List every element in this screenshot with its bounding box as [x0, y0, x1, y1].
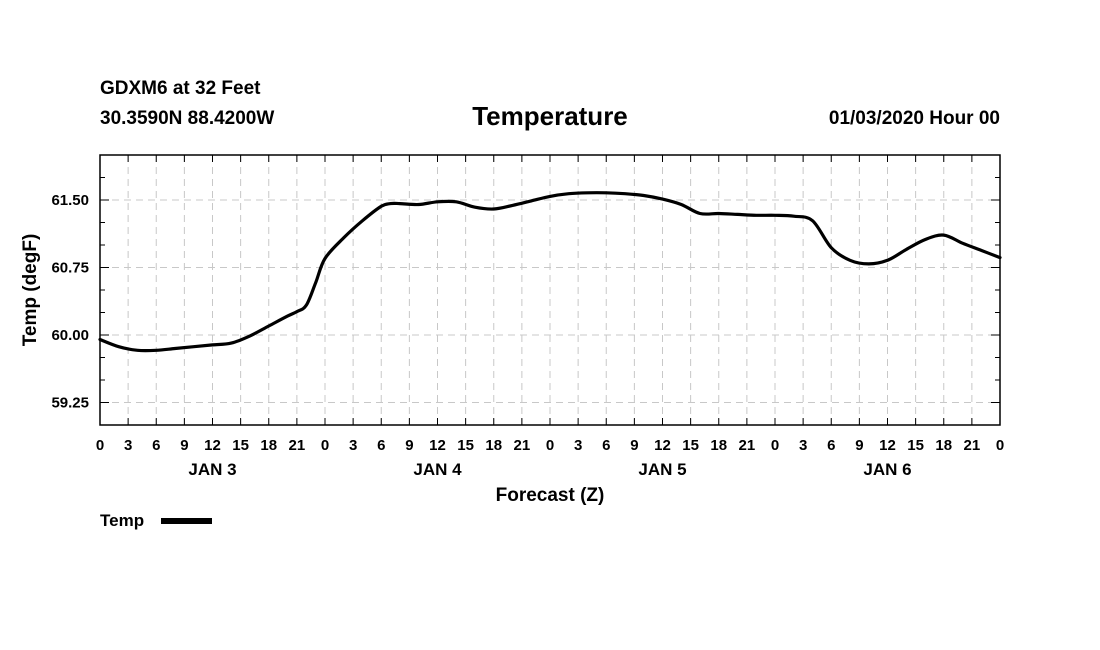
x-tick-label: 9 — [180, 437, 188, 454]
x-tick-label: 15 — [232, 437, 249, 454]
y-tick-label: 60.00 — [51, 327, 89, 344]
x-tick-label: 9 — [630, 437, 638, 454]
x-tick-label: 6 — [602, 437, 610, 454]
x-tick-label: 12 — [204, 437, 221, 454]
x-tick-label: 6 — [827, 437, 835, 454]
day-label: JAN 3 — [188, 460, 236, 479]
x-tick-label: 9 — [405, 437, 413, 454]
x-tick-label: 3 — [574, 437, 582, 454]
x-tick-label: 21 — [739, 437, 756, 454]
x-tick-label: 3 — [799, 437, 807, 454]
x-tick-label: 0 — [771, 437, 779, 454]
x-axis: 0 3 6 9 12 15 18 21 0 3 6 9 12 15 18 21 0 3 6 9 12 15 18 21 0 3 6 9… — [96, 155, 1004, 454]
x-tick-label: 18 — [485, 437, 502, 454]
y-tick-label: 59.25 — [51, 395, 89, 412]
x-tick-label: 15 — [682, 437, 699, 454]
x-tick-label: 18 — [710, 437, 727, 454]
x-tick-label: 0 — [321, 437, 329, 454]
day-label: JAN 6 — [863, 460, 911, 479]
x-tick-label: 6 — [377, 437, 385, 454]
station-label: GDXM6 at 32 Feet — [100, 78, 261, 99]
x-tick-label: 21 — [289, 437, 306, 454]
x-tick-label: 18 — [260, 437, 277, 454]
x-tick-label: 12 — [879, 437, 896, 454]
chart-title: Temperature — [472, 101, 628, 131]
y-axis-title: Temp (degF) — [20, 234, 41, 347]
x-tick-label: 9 — [855, 437, 863, 454]
run-time-label: 01/03/2020 Hour 00 — [829, 108, 1000, 129]
series-line-temp — [98, 191, 1002, 353]
x-tick-label: 3 — [349, 437, 357, 454]
x-tick-label: 15 — [907, 437, 924, 454]
x-tick-label: 12 — [654, 437, 671, 454]
day-labels: JAN 3 JAN 4 JAN 5 JAN 6 — [188, 460, 911, 479]
x-tick-label: 0 — [996, 437, 1004, 454]
x-tick-label: 6 — [152, 437, 160, 454]
x-tick-label: 0 — [96, 437, 104, 454]
x-tick-label: 15 — [457, 437, 474, 454]
day-label: JAN 4 — [413, 460, 462, 479]
legend-label: Temp — [100, 511, 144, 530]
y-tick-label: 61.50 — [51, 192, 89, 209]
gridlines — [100, 155, 1000, 425]
series-layer — [98, 191, 1002, 353]
coordinates-label: 30.3590N 88.4200W — [100, 108, 274, 129]
x-tick-label: 12 — [429, 437, 446, 454]
y-tick-label: 60.75 — [51, 260, 89, 277]
y-axis: 59.25 60.00 60.75 61.50 — [51, 154, 1000, 426]
x-tick-label: 3 — [124, 437, 132, 454]
x-axis-title: Forecast (Z) — [496, 485, 605, 506]
x-tick-label: 21 — [964, 437, 981, 454]
x-tick-label: 21 — [514, 437, 531, 454]
legend: Temp — [100, 511, 212, 530]
day-label: JAN 5 — [638, 460, 686, 479]
x-tick-label: 0 — [546, 437, 554, 454]
x-tick-label: 18 — [935, 437, 952, 454]
